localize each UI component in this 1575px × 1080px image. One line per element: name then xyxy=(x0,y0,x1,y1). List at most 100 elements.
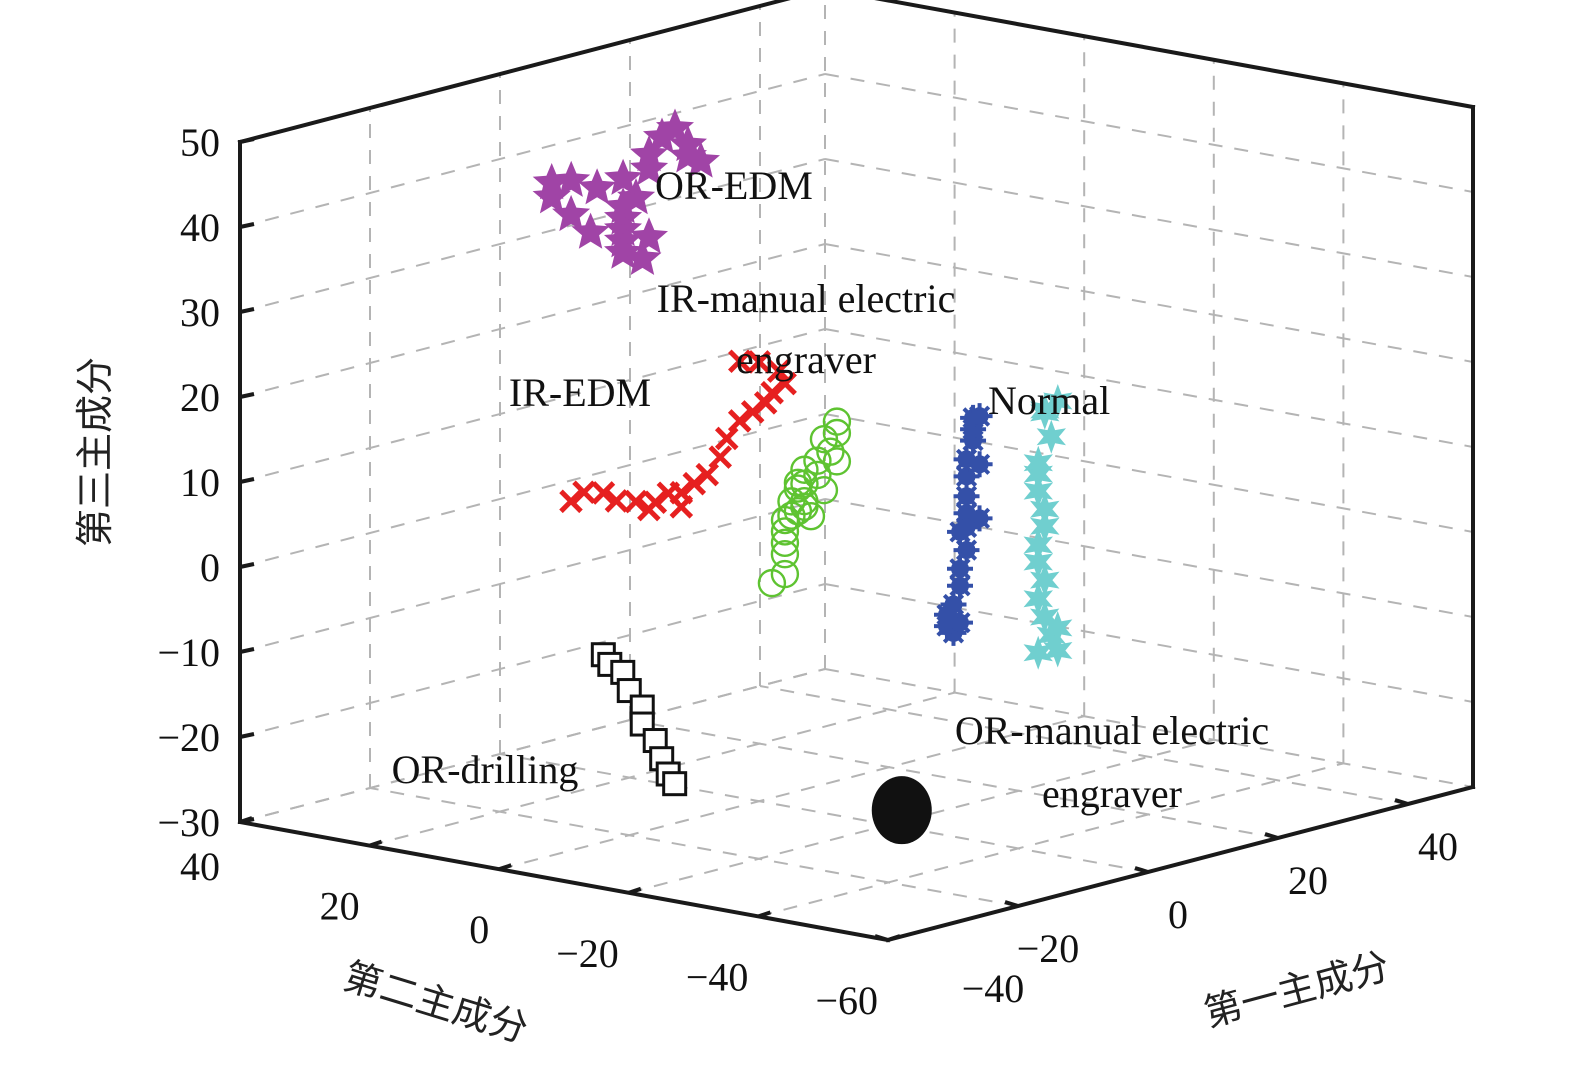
data-point xyxy=(953,446,980,473)
data-point xyxy=(630,217,668,254)
data-point xyxy=(1036,419,1066,454)
series-ir-manual-electric-engraver xyxy=(757,407,852,598)
data-point xyxy=(770,559,800,589)
z-tick-mark xyxy=(239,392,255,399)
data-point xyxy=(682,471,707,496)
data-point xyxy=(695,462,720,487)
y-axis-title: 第二主成分 xyxy=(339,954,534,1052)
data-point xyxy=(714,426,739,451)
data-point xyxy=(1023,528,1053,562)
dense-cluster-core xyxy=(871,776,932,845)
series-or-edm xyxy=(532,108,720,275)
data-point xyxy=(532,177,571,214)
grid-line-x xyxy=(499,753,1149,873)
y-tick-mark xyxy=(498,863,512,872)
data-point xyxy=(1023,635,1053,670)
grid-line-y xyxy=(758,762,1344,918)
data-point xyxy=(777,487,806,516)
data-point xyxy=(966,505,993,532)
y-tick-label: 20 xyxy=(320,884,360,929)
x-tick-mark xyxy=(874,934,889,942)
data-point xyxy=(966,403,993,430)
grid-line-z xyxy=(239,73,826,228)
data-point xyxy=(953,463,980,490)
y-tick-label: 0 xyxy=(469,907,489,952)
data-point xyxy=(572,480,596,505)
data-point xyxy=(822,407,852,436)
data-point xyxy=(630,135,668,172)
y-tick-label: −60 xyxy=(815,978,878,1023)
data-point xyxy=(773,371,797,396)
x-tick-label: −20 xyxy=(1017,926,1080,971)
data-point xyxy=(1023,445,1053,480)
data-point xyxy=(747,350,772,374)
annotation-or-edm: OR-EDM xyxy=(655,163,813,208)
x-tick-mark xyxy=(1004,900,1019,908)
grid-line-z xyxy=(824,413,1474,533)
z-tick-label: −30 xyxy=(157,800,220,845)
data-point xyxy=(623,238,662,275)
y-tick-label: −40 xyxy=(686,954,749,999)
grid-line-z xyxy=(239,583,826,738)
data-point xyxy=(604,187,643,224)
grid-line-x xyxy=(759,685,1409,805)
data-point xyxy=(552,194,591,232)
annotation-or-manual-electric-engraver: OR-manual electric xyxy=(955,708,1269,753)
data-point xyxy=(637,497,661,522)
box-top-edge xyxy=(237,0,791,145)
grid-line-x xyxy=(629,719,1279,839)
data-point xyxy=(1030,509,1060,544)
annotation-ir-manual-electric-engraver: IR-manual electric xyxy=(657,276,956,321)
y-tick-mark xyxy=(368,839,383,848)
data-point xyxy=(966,451,993,478)
data-point xyxy=(624,489,648,514)
y-tick-mark xyxy=(239,816,253,824)
data-point xyxy=(934,601,960,628)
data-point xyxy=(559,489,583,514)
grid-line-y xyxy=(369,691,955,847)
data-point xyxy=(947,555,973,582)
grid-line-z xyxy=(824,158,1474,278)
data-point xyxy=(1030,600,1060,634)
data-point xyxy=(796,501,826,531)
grid-line-z xyxy=(824,668,1474,788)
data-point xyxy=(727,409,752,433)
axes-box xyxy=(237,0,1476,943)
data-point xyxy=(571,212,610,249)
z-tick-mark xyxy=(239,307,255,314)
grid-line-x xyxy=(369,787,1019,907)
data-point xyxy=(1043,610,1073,645)
x-tick-label: 20 xyxy=(1288,858,1328,903)
y-tick-mark xyxy=(757,910,772,919)
data-point xyxy=(578,168,617,205)
data-point xyxy=(1030,563,1060,598)
z-tick-mark xyxy=(239,222,255,229)
y-tick-mark xyxy=(628,886,642,895)
data-point xyxy=(604,489,629,513)
data-point xyxy=(617,178,656,215)
data-point xyxy=(953,537,980,564)
data-point xyxy=(1023,545,1053,579)
z-tick-label: 20 xyxy=(180,375,220,420)
z-tick-label: −20 xyxy=(157,715,220,760)
data-point xyxy=(662,771,688,797)
x-axis-line xyxy=(885,784,1476,943)
z-tick-mark xyxy=(239,137,255,144)
data-points xyxy=(532,108,1073,845)
data-point xyxy=(770,517,800,546)
grid-line-z xyxy=(239,243,826,398)
grid-line-z xyxy=(239,498,826,653)
grid-line-z xyxy=(824,498,1474,618)
data-point xyxy=(770,528,800,558)
data-point xyxy=(822,418,852,448)
z-tick-mark xyxy=(239,647,255,654)
grid-line-y xyxy=(498,715,1085,871)
data-point xyxy=(803,460,832,490)
x-tick-label: 40 xyxy=(1418,824,1458,869)
series-ir-edm xyxy=(559,349,797,522)
series-or-manual-electric-engraver xyxy=(1023,384,1073,670)
data-point xyxy=(953,483,980,510)
data-point xyxy=(643,117,681,154)
data-point xyxy=(728,349,752,374)
